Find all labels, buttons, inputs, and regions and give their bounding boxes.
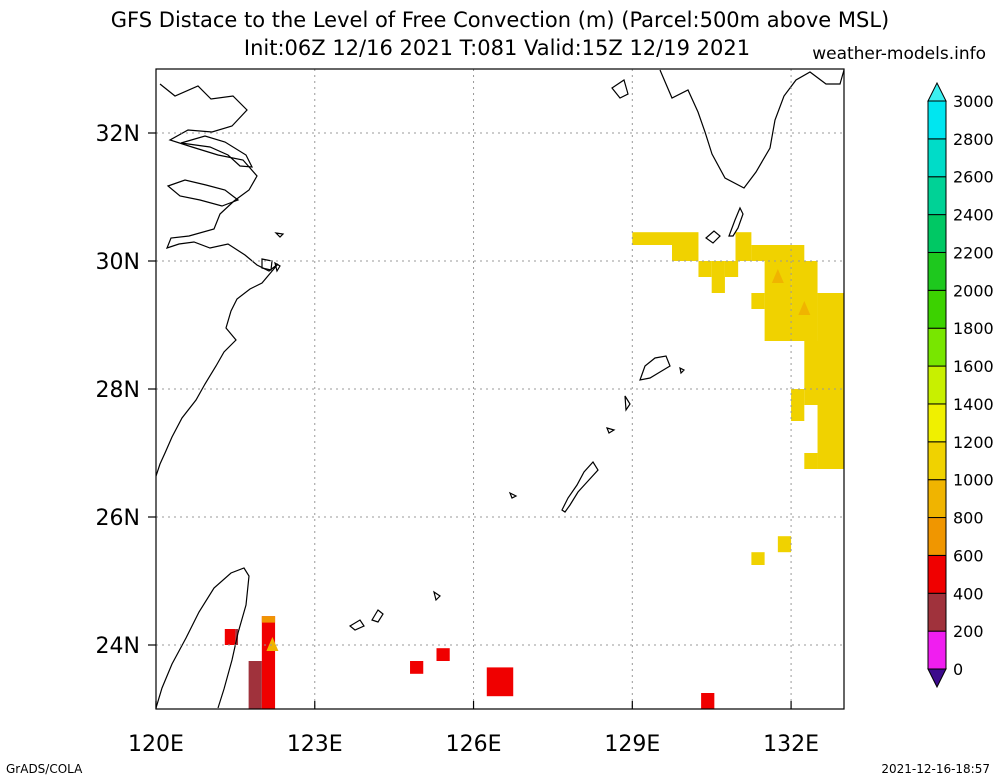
data-cell-17 <box>777 536 792 553</box>
y-tick-label-1: 26N <box>96 506 140 531</box>
y-tick-label-4: 32N <box>96 122 140 147</box>
colorbar-swatch-4 <box>927 479 947 519</box>
data-cell-1 <box>672 232 699 261</box>
shade-glyph-1 <box>798 301 811 315</box>
data-cell-0 <box>632 232 672 245</box>
tanegashima <box>728 206 744 237</box>
chart-title: GFS Distace to the Level of Free Convect… <box>110 8 890 32</box>
colorbar-swatch-0 <box>927 630 947 670</box>
data-cell-23 <box>261 616 276 623</box>
amami-island <box>639 355 671 381</box>
colorbar-swatch-9 <box>927 289 947 329</box>
data-cell-16 <box>817 453 844 469</box>
small-islets <box>433 366 686 602</box>
data-cell-27 <box>701 693 715 709</box>
colorbar-max-arrow <box>927 81 947 102</box>
colorbar-swatch-10 <box>927 251 947 291</box>
y-tick-label-3: 30N <box>96 250 140 275</box>
data-cell-2 <box>698 261 712 277</box>
data-cell-3 <box>711 261 725 293</box>
colorbar-label-0: 0 <box>953 660 963 679</box>
data-cell-11 <box>817 293 844 341</box>
colorbar-label-4: 800 <box>953 509 984 528</box>
yakushima <box>705 230 721 244</box>
x-tick-label-1: 123E <box>287 732 343 757</box>
china-coastline <box>156 83 279 477</box>
data-cell-8 <box>751 293 765 309</box>
miyako-islands <box>348 609 384 631</box>
data-cell-18 <box>751 552 765 565</box>
colorbar-label-14: 2800 <box>953 130 994 149</box>
x-tick-label-2: 126E <box>446 732 502 757</box>
data-cell-13 <box>791 389 805 421</box>
x-tick-label-4: 132E <box>763 732 819 757</box>
hangzhou-bay <box>166 179 240 207</box>
colorbar-label-11: 2200 <box>953 243 994 262</box>
shade-glyph-2 <box>266 637 279 651</box>
colorbar-min-arrow <box>927 668 947 689</box>
colorbar-label-5: 1000 <box>953 471 994 490</box>
render-timestamp: 2021-12-16-18:57 <box>881 762 990 776</box>
data-cell-12 <box>804 341 844 405</box>
colorbar-label-2: 400 <box>953 584 984 603</box>
data-cell-22 <box>261 616 276 709</box>
colorbar-swatch-13 <box>927 138 947 178</box>
y-tick-label-2: 28N <box>96 378 140 403</box>
shade-glyph-0 <box>771 269 784 283</box>
colorbar: 0 200 400 600 800 1000 1200 1400 1600 1800 2000 220… <box>927 81 994 689</box>
colorbar-swatch-1 <box>927 592 947 632</box>
data-cell-4 <box>724 261 739 277</box>
colorbar-swatch-6 <box>927 403 947 443</box>
colorbar-swatch-8 <box>927 327 947 367</box>
colorbar-swatch-3 <box>927 517 947 556</box>
grid-lines <box>156 69 844 709</box>
colorbar-swatch-12 <box>927 176 947 216</box>
ryukyu-okinawa <box>561 461 599 513</box>
data-cell-15 <box>804 453 818 469</box>
colorbar-label-9: 1800 <box>953 319 994 338</box>
yangtze-estuary <box>180 135 254 168</box>
data-cell-24 <box>410 661 424 674</box>
x-tick-label-3: 129E <box>604 732 660 757</box>
x-tick-label-0: 120E <box>128 732 184 757</box>
kyushu-coast <box>611 69 844 189</box>
colorbar-label-6: 1200 <box>953 433 994 452</box>
coastlines <box>156 69 844 709</box>
colorbar-label-15: 3000 <box>953 92 994 111</box>
colorbar-swatch-5 <box>927 441 947 481</box>
colorbar-label-3: 600 <box>953 546 984 565</box>
data-cell-21 <box>248 661 262 709</box>
colorbar-label-13: 2600 <box>953 168 994 187</box>
colorbar-label-1: 200 <box>953 622 984 641</box>
data-cell-14 <box>817 405 844 453</box>
data-cell-25 <box>436 648 450 661</box>
colorbar-label-8: 1600 <box>953 357 994 376</box>
software-credit: GrADS/COLA <box>6 762 83 776</box>
colorbar-label-12: 2400 <box>953 206 994 225</box>
data-cell-19 <box>224 629 236 645</box>
axes: 120E 123E 126E 129E 132E 24N 26N 28N 30N 32N <box>96 122 819 757</box>
data-cell-7 <box>764 261 792 309</box>
colorbar-label-7: 1400 <box>953 395 994 414</box>
data-cell-26 <box>486 667 514 697</box>
chart-subtitle: Init:06Z 12/16 2021 T:081 Valid:15Z 12/1… <box>243 36 751 60</box>
zhoushan-islands <box>261 232 285 273</box>
colorbar-swatch-14 <box>927 100 947 140</box>
colorbar-swatch-7 <box>927 365 947 405</box>
colorbar-swatch-2 <box>927 554 947 594</box>
data-cell-6 <box>751 245 805 261</box>
data-cells <box>224 232 844 709</box>
taiwan <box>156 567 250 709</box>
colorbar-label-10: 2000 <box>953 281 994 300</box>
site-credit: weather-models.info <box>812 44 986 64</box>
y-tick-label-0: 24N <box>96 634 140 659</box>
colorbar-swatch-11 <box>927 214 947 253</box>
data-cell-5 <box>735 232 752 261</box>
